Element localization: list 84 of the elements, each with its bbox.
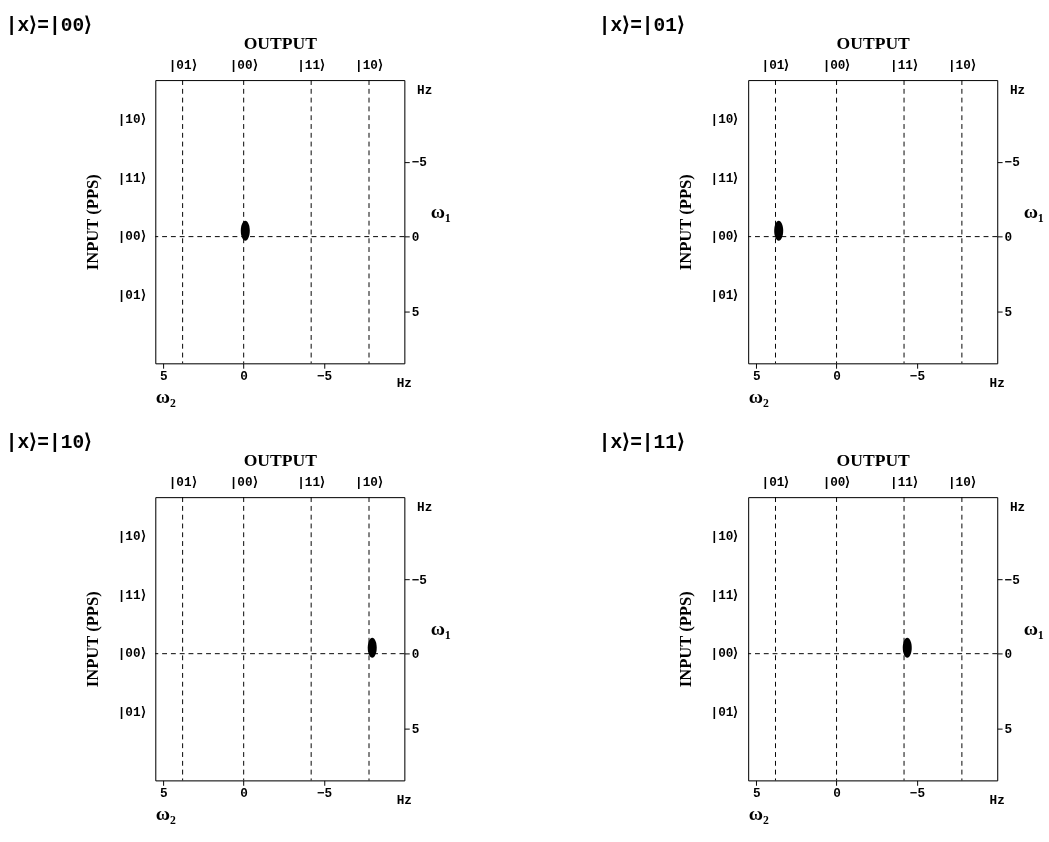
- ref-line-label: |10⟩: [355, 475, 383, 491]
- x2-axis-title: OUTPUT: [836, 450, 911, 471]
- y2-axis-title: ω₁: [430, 618, 452, 640]
- ref-line-label: |11⟩: [890, 58, 918, 74]
- y-tick-label: −5: [1004, 572, 1020, 588]
- text: |10⟩: [117, 529, 146, 545]
- x2-axis-title: OUTPUT: [243, 33, 318, 54]
- x-tick-label: −5: [909, 786, 925, 802]
- ref-line-label: |01⟩: [761, 475, 790, 491]
- y-tick-label: −5: [411, 572, 427, 588]
- ref-line-label: |10⟩: [947, 58, 976, 74]
- text: Hz: [989, 375, 1005, 391]
- text: Hz: [396, 792, 412, 808]
- chart-title: |x⟩=|00⟩: [5, 15, 93, 38]
- y2-axis-title: ω₁: [1023, 618, 1044, 640]
- x-axis-title: ω₂: [155, 802, 177, 824]
- ref-line-label: |11⟩: [890, 475, 918, 491]
- x-tick-label: −5: [909, 369, 925, 385]
- ref-line-label: |01⟩: [168, 475, 197, 491]
- text: |01⟩: [117, 704, 146, 720]
- ref-line-label: |00⟩: [822, 58, 851, 74]
- chart-title: |x⟩=|10⟩: [5, 432, 93, 455]
- y-tick-label: 5: [1004, 304, 1013, 320]
- y-tick-label: 0: [1004, 647, 1013, 663]
- text: |00⟩: [710, 646, 739, 662]
- y-tick-label: 5: [411, 304, 420, 320]
- ref-line-label: |10⟩: [947, 475, 976, 491]
- y-axis-title: INPUT (PPS): [676, 174, 696, 271]
- ref-line-label: |01⟩: [761, 58, 790, 74]
- ref-line-label: |10⟩: [355, 58, 383, 74]
- y2-axis-title: ω₁: [430, 201, 452, 223]
- chart-title: |x⟩=|11⟩: [598, 432, 686, 455]
- x2-axis-title: OUTPUT: [243, 450, 318, 471]
- ref-line-label: |11⟩: [297, 58, 326, 74]
- x2-axis-title: OUTPUT: [836, 33, 911, 54]
- text: |11⟩: [710, 170, 739, 186]
- x-axis-title: ω₂: [748, 385, 769, 407]
- text: |11⟩: [117, 170, 146, 186]
- y-tick-label: 0: [411, 647, 420, 663]
- x-tick-label: 0: [833, 369, 841, 385]
- x-tick-label: 0: [240, 369, 248, 385]
- ref-line-label: |00⟩: [229, 475, 258, 491]
- y-axis-title: INPUT (PPS): [83, 591, 103, 688]
- text: |10⟩: [710, 529, 739, 545]
- ref-line-label: |00⟩: [822, 475, 851, 491]
- x-axis-title: ω₂: [748, 802, 769, 824]
- text: |01⟩: [710, 287, 739, 303]
- y-tick-label: −5: [411, 155, 427, 171]
- x-tick-label: −5: [316, 369, 333, 385]
- text: Hz: [417, 82, 433, 98]
- x-axis-title: ω₂: [155, 385, 177, 407]
- x-tick-label: 5: [752, 369, 761, 385]
- x-tick-label: 5: [160, 786, 168, 802]
- text: |01⟩: [710, 704, 739, 720]
- text: |11⟩: [117, 587, 146, 603]
- ref-line-label: |01⟩: [168, 58, 197, 74]
- y-axis-title: INPUT (PPS): [83, 174, 103, 271]
- ref-line-label: |00⟩: [229, 58, 258, 74]
- y-tick-label: 0: [411, 230, 420, 246]
- text: |00⟩: [117, 229, 146, 245]
- chart-title: |x⟩=|01⟩: [598, 15, 686, 38]
- y-tick-label: 5: [411, 721, 420, 737]
- x-tick-label: 5: [752, 786, 761, 802]
- text: Hz: [989, 792, 1005, 808]
- text: Hz: [417, 499, 433, 515]
- text: |01⟩: [117, 287, 146, 303]
- text: |10⟩: [117, 112, 146, 128]
- x-tick-label: 0: [833, 786, 841, 802]
- text: Hz: [1009, 499, 1026, 515]
- text: |11⟩: [710, 587, 739, 603]
- ref-line-label: |11⟩: [297, 475, 326, 491]
- text: |10⟩: [710, 112, 739, 128]
- text: Hz: [396, 375, 412, 391]
- x-tick-label: 0: [240, 786, 248, 802]
- text: |00⟩: [710, 229, 739, 245]
- y-tick-label: 0: [1004, 230, 1013, 246]
- y-axis-title: INPUT (PPS): [676, 591, 696, 688]
- y-tick-label: −5: [1004, 155, 1020, 171]
- x-tick-label: 5: [160, 369, 168, 385]
- y2-axis-title: ω₁: [1023, 201, 1044, 223]
- text: Hz: [1009, 82, 1026, 98]
- x-tick-label: −5: [316, 786, 333, 802]
- text: |00⟩: [117, 646, 146, 662]
- y-tick-label: 5: [1004, 721, 1013, 737]
